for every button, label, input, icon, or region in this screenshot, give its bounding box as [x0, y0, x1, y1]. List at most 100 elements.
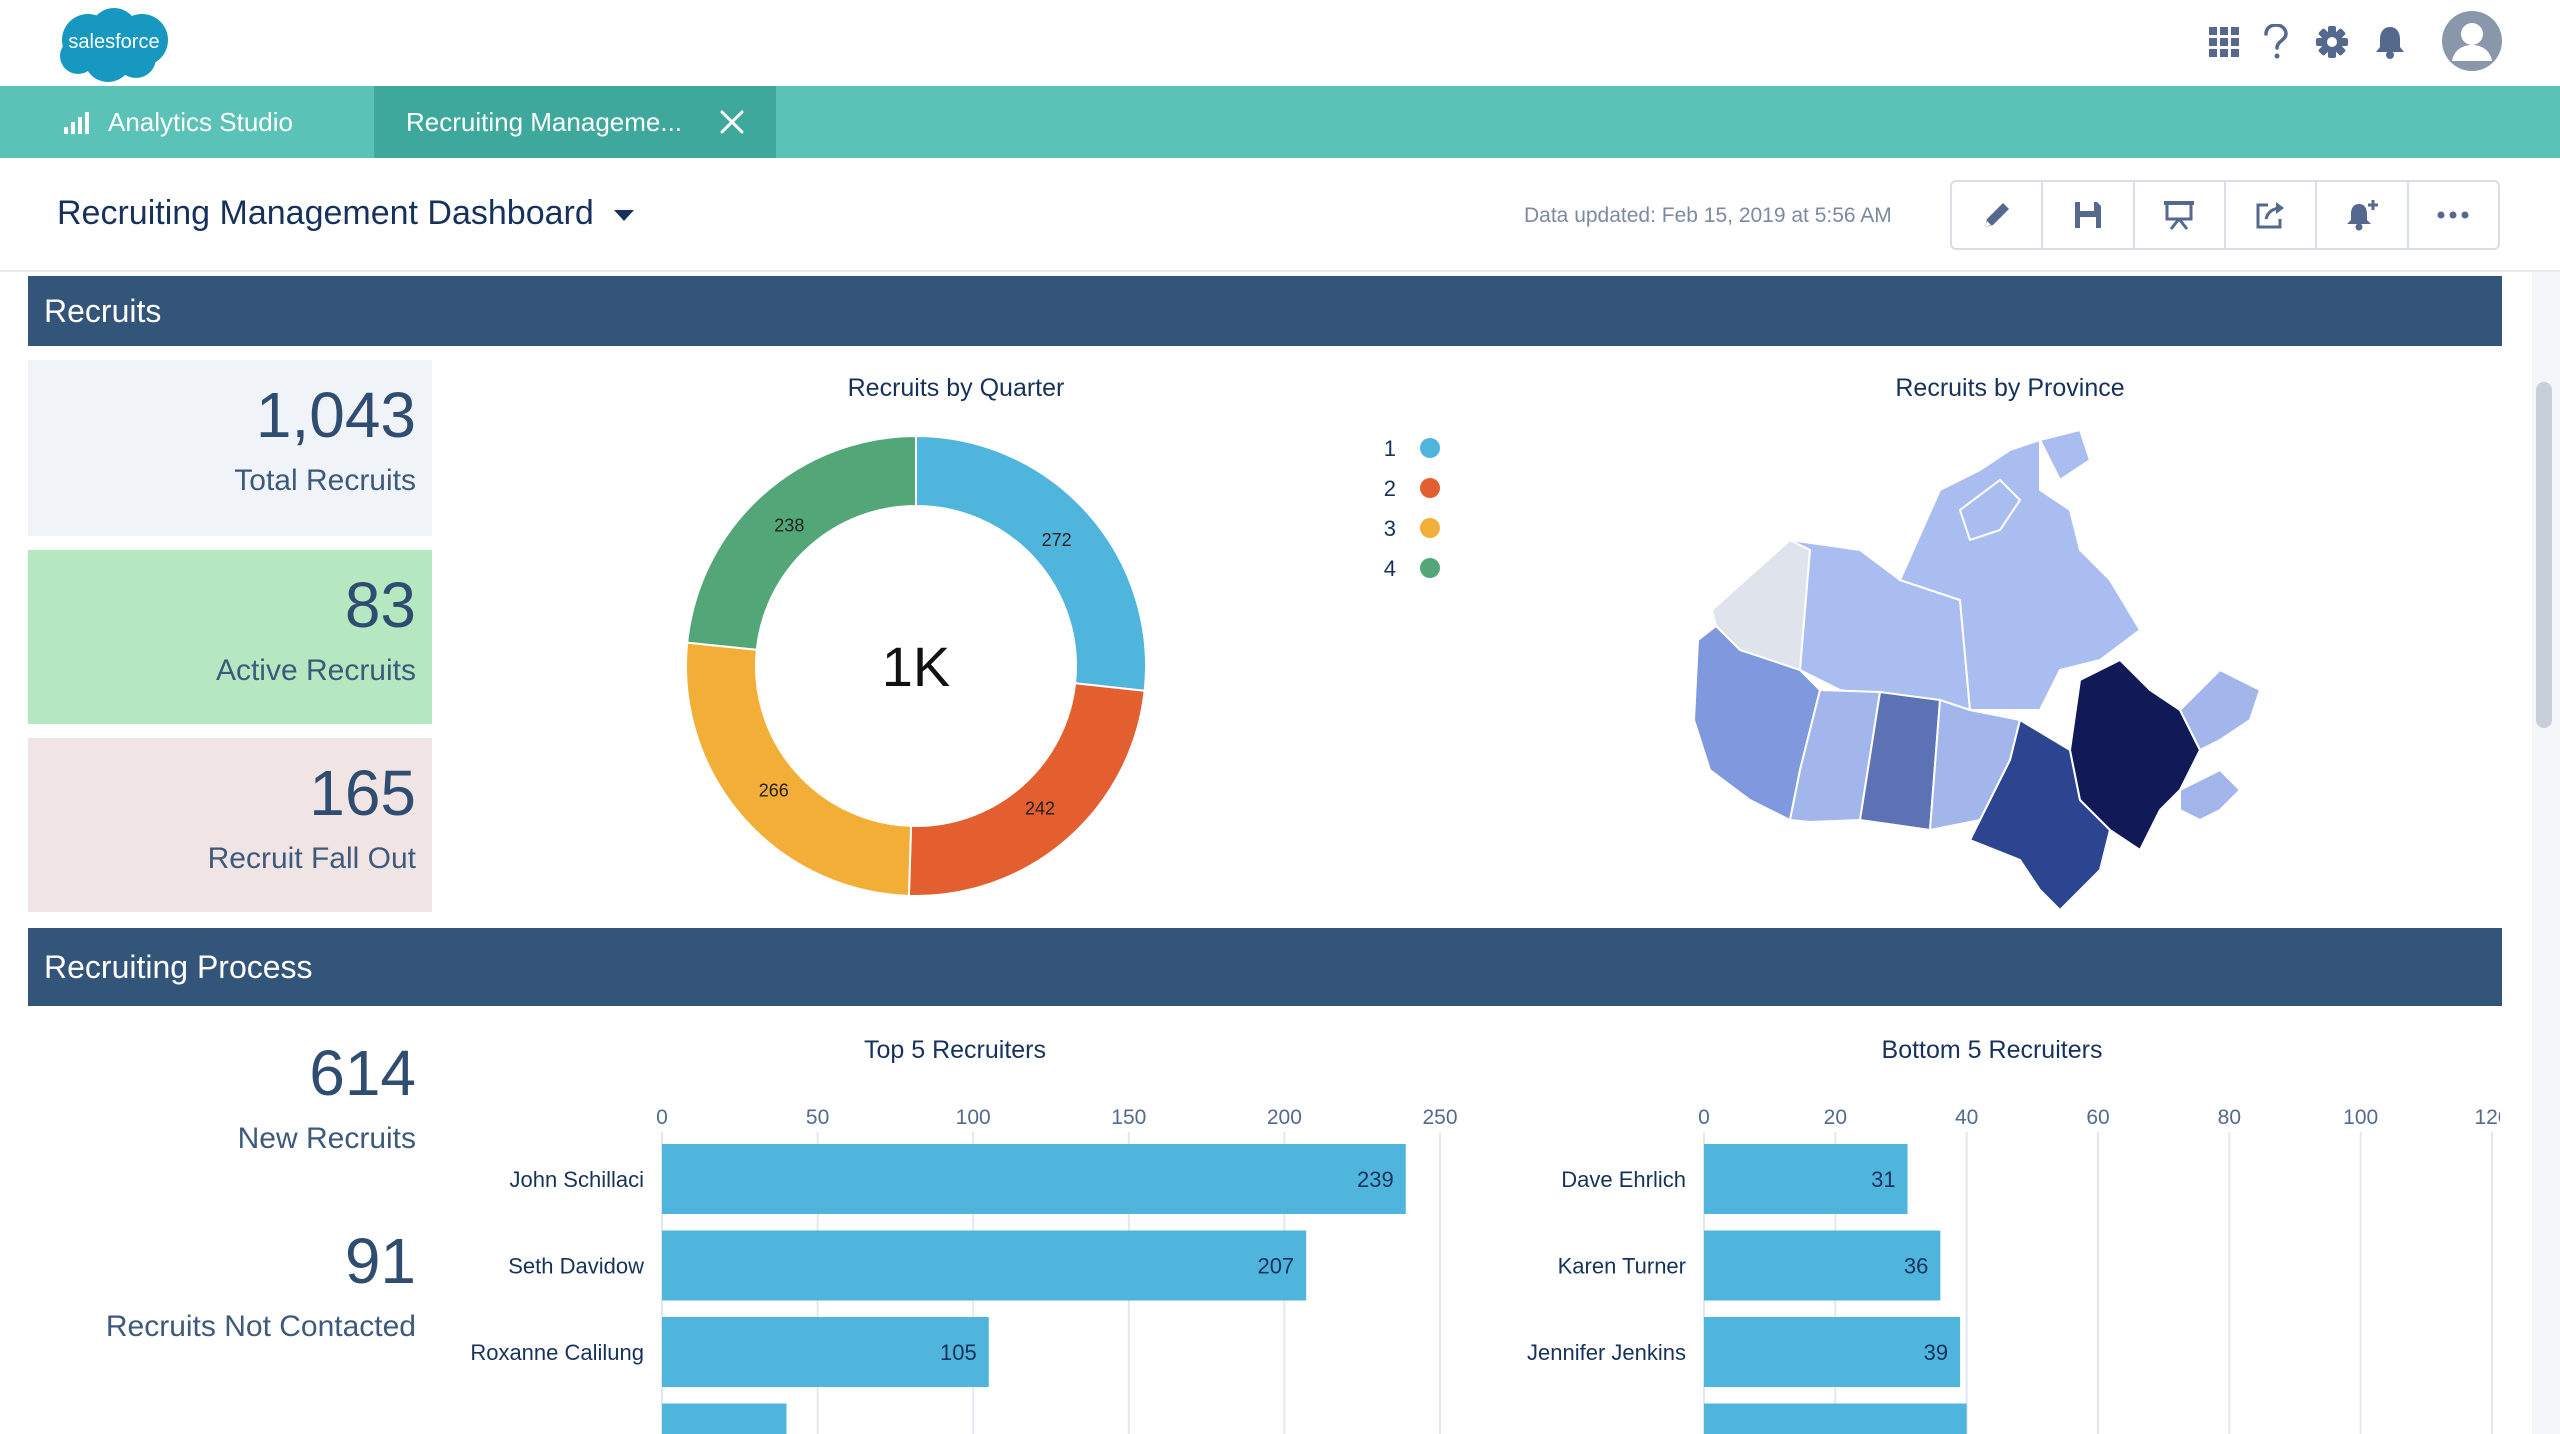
top-recruiters-bar-chart[interactable]: 0 50 100 150 200 250 John Schillaci 239 Seth Dav… [440, 1100, 1460, 1434]
legend-swatch [1420, 518, 1440, 538]
bar-value-label: 239 [1357, 1167, 1394, 1192]
tab-label: Analytics Studio [108, 106, 293, 137]
section-header-recruiting-process: Recruiting Process [28, 928, 2502, 1006]
edit-button[interactable] [1952, 182, 2044, 248]
map-region-nunavut [1898, 438, 2142, 711]
tab-analytics-studio[interactable]: Analytics Studio [0, 86, 374, 158]
donut-slice-q4[interactable] [686, 434, 917, 651]
share-button[interactable] [2226, 182, 2318, 248]
kpi-label: Recruit Fall Out [207, 842, 416, 875]
bar-value-label: 36 [1904, 1254, 1928, 1279]
kpi-new-recruits[interactable]: 614 New Recruits [28, 1036, 432, 1196]
legend-swatch [1420, 478, 1440, 498]
section-title: Recruits [44, 292, 162, 329]
bar[interactable] [1704, 1144, 1908, 1214]
close-tab-icon[interactable] [718, 108, 746, 136]
bar[interactable] [662, 1230, 1307, 1301]
logo-text: salesforce [68, 31, 160, 53]
donut-slice-q1[interactable] [915, 434, 1147, 692]
x-tick-label: 80 [2218, 1106, 2241, 1129]
legend-swatch [1420, 438, 1440, 458]
donut-slice-q2[interactable] [907, 682, 1146, 897]
share-icon [2256, 202, 2284, 229]
bar[interactable] [1704, 1403, 1967, 1434]
category-label: Seth Davidow [508, 1254, 644, 1279]
scrollbar-thumb[interactable] [2536, 382, 2552, 728]
notifications-bell-icon[interactable] [2370, 22, 2410, 62]
legend-label: 3 [1384, 516, 1396, 541]
bottom-recruiters-bar-chart[interactable]: 0 20 40 60 80 100 120 Dave Ehrlich 31 Karen Turne… [1460, 1100, 2500, 1434]
slice-value-label: 272 [1042, 530, 1072, 550]
kpi-label: Total Recruits [234, 464, 416, 497]
x-tick-label: 0 [656, 1106, 668, 1129]
more-actions-icon [2437, 211, 2469, 219]
donut-slice-q3[interactable] [685, 641, 913, 897]
category-label: Karen Turner [1558, 1254, 1686, 1279]
map-region-maritimes [2179, 768, 2242, 822]
kpi-total-recruits[interactable]: 1,043 Total Recruits [28, 360, 432, 536]
kpi-value: 83 [344, 569, 416, 641]
more-actions-button[interactable] [2409, 182, 2498, 248]
save-button[interactable] [2043, 182, 2135, 248]
legend-label: 2 [1384, 476, 1396, 501]
kpi-value: 614 [309, 1037, 416, 1109]
canada-province-map[interactable] [1640, 430, 2340, 920]
donut-center-total: 1K [882, 635, 951, 698]
bar-value-label: 105 [940, 1340, 977, 1365]
legend-swatch [1420, 558, 1440, 578]
dashboard-header: Recruiting Management Dashboard Data upd… [0, 158, 2560, 272]
salesforce-logo[interactable]: salesforce [52, 6, 176, 84]
section-header-recruits: Recruits [28, 276, 2502, 346]
dashboard-title[interactable]: Recruiting Management Dashboard [57, 194, 594, 232]
chart-title: Top 5 Recruiters [863, 1036, 1047, 1064]
category-label: Dave Ehrlich [1561, 1167, 1686, 1192]
chart-title: Recruits by Province [1895, 374, 2125, 402]
salesforce-cloud-icon [60, 8, 168, 82]
section-title: Recruiting Process [44, 948, 313, 985]
x-tick-label: 100 [956, 1106, 991, 1129]
map-region-quebec [2068, 658, 2202, 852]
bar[interactable] [662, 1144, 1406, 1214]
app-launcher-icon[interactable] [2204, 22, 2244, 62]
settings-gear-icon[interactable] [2312, 22, 2352, 62]
chart-title: Bottom 5 Recruiters [1881, 1036, 2103, 1064]
bar-value-label: 207 [1257, 1254, 1294, 1279]
kpi-recruits-not-contacted[interactable]: 91 Recruits Not Contacted [28, 1224, 432, 1384]
chevron-down-icon[interactable] [614, 210, 634, 221]
slice-value-label: 238 [774, 516, 804, 536]
bar-value-label: 39 [1924, 1340, 1948, 1365]
global-header: salesforce [0, 0, 2560, 86]
kpi-value: 91 [344, 1225, 416, 1297]
x-tick-label: 20 [1824, 1106, 1847, 1129]
legend-label: 4 [1384, 556, 1396, 581]
x-tick-label: 0 [1698, 1106, 1710, 1129]
bar[interactable] [662, 1403, 787, 1434]
tab-bar: Analytics Studio Recruiting Manageme... [0, 86, 2560, 158]
user-avatar-icon[interactable] [2442, 11, 2502, 71]
dashboard-actions [1950, 180, 2500, 250]
bar[interactable] [1704, 1230, 1941, 1301]
bar[interactable] [1704, 1317, 1961, 1387]
help-icon[interactable] [2256, 22, 2296, 62]
edit-pencil-icon [1984, 203, 2009, 227]
bar-value-label: 31 [1871, 1167, 1895, 1192]
donut-chart[interactable]: 272 242 266 238 1K 1 2 3 4 [660, 420, 1480, 920]
slice-value-label: 266 [759, 780, 789, 800]
tab-recruiting-management[interactable]: Recruiting Manageme... [374, 86, 776, 158]
subscribe-bell-icon [2346, 200, 2378, 231]
kpi-recruit-fall-out[interactable]: 165 Recruit Fall Out [28, 738, 432, 912]
map-region-newfoundland-labrador [2178, 668, 2262, 752]
x-tick-label: 120 [2474, 1106, 2500, 1129]
present-button[interactable] [2135, 182, 2226, 248]
category-label: Roxanne Calilung [470, 1340, 644, 1365]
present-icon [2164, 201, 2195, 230]
tab-label: Recruiting Manageme... [406, 106, 683, 137]
bar[interactable] [662, 1317, 989, 1387]
x-tick-label: 100 [2343, 1106, 2378, 1129]
kpi-active-recruits[interactable]: 83 Active Recruits [28, 550, 432, 724]
kpi-label: Recruits Not Contacted [105, 1310, 416, 1343]
data-updated-timestamp: Data updated: Feb 15, 2019 at 5:56 AM [1524, 204, 1892, 227]
subscribe-button[interactable] [2317, 182, 2409, 248]
kpi-label: Active Recruits [215, 654, 416, 687]
slice-value-label: 242 [1025, 799, 1055, 819]
